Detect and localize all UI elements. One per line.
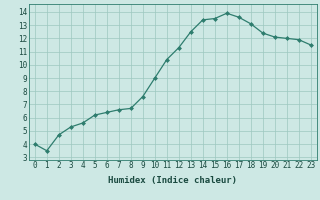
X-axis label: Humidex (Indice chaleur): Humidex (Indice chaleur) (108, 176, 237, 185)
